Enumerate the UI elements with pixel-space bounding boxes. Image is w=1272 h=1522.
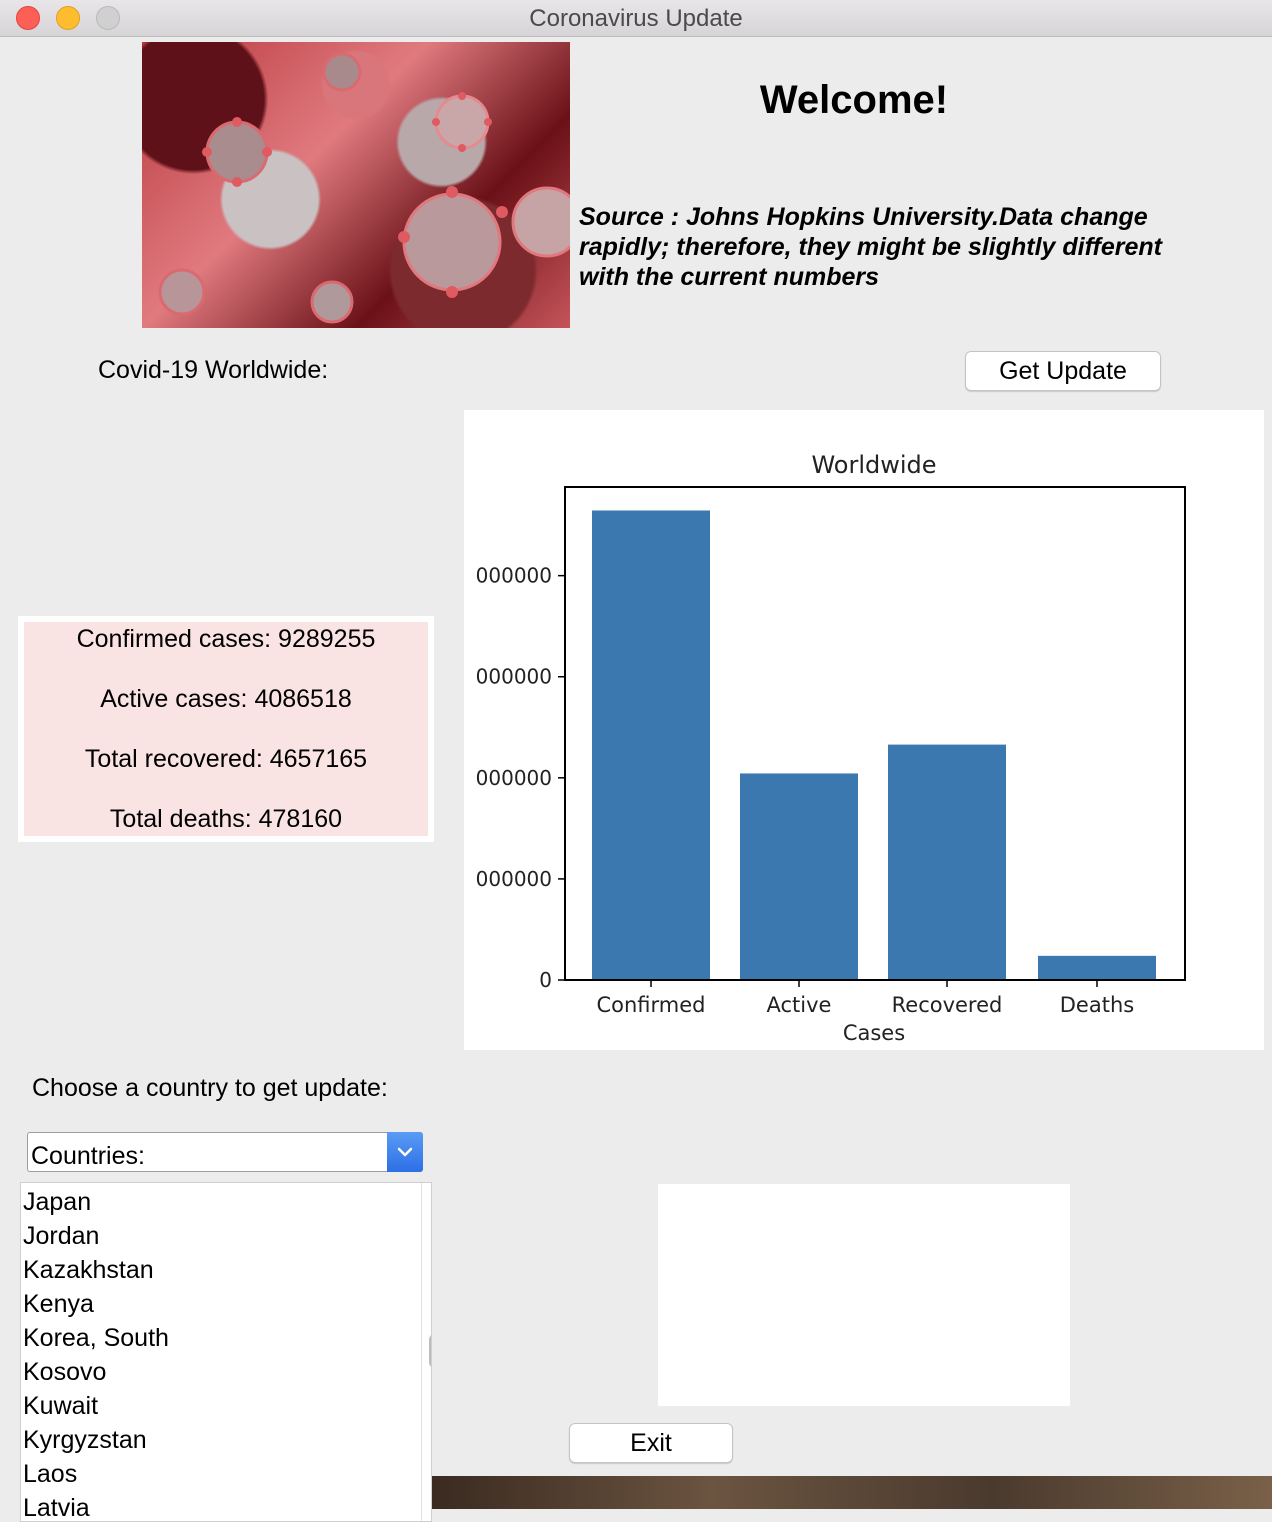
window-titlebar[interactable]: Coronavirus Update — [0, 0, 1272, 37]
y-tick-label: 000000 — [476, 766, 552, 790]
confirmed-cases: Confirmed cases: 9289255 — [76, 625, 376, 653]
minimize-window-button[interactable] — [56, 6, 80, 30]
coronavirus-image — [142, 42, 570, 328]
desktop-background — [432, 1476, 1272, 1509]
y-tick-label: 000000 — [476, 665, 552, 689]
country-select[interactable]: Countries: — [27, 1132, 423, 1172]
select-toggle[interactable] — [387, 1132, 423, 1172]
x-tick-label: Active — [767, 993, 832, 1017]
bar-confirmed — [592, 510, 710, 980]
total-deaths: Total deaths: 478160 — [109, 805, 343, 833]
x-tick-label: Recovered — [892, 993, 1003, 1017]
list-item[interactable]: Kyrgyzstan — [23, 1426, 147, 1454]
x-tick-label: Confirmed — [596, 993, 705, 1017]
country-list[interactable]: Japan Jordan Kazakhstan Kenya Korea, Sou… — [20, 1182, 432, 1522]
country-label: Choose a country to get update: — [32, 1074, 388, 1102]
x-axis-label: Cases — [843, 1021, 905, 1045]
list-item[interactable]: Korea, South — [23, 1324, 169, 1352]
list-item[interactable]: Kosovo — [23, 1358, 107, 1386]
y-tick-label: 0 — [539, 968, 552, 992]
plot-frame — [564, 486, 1186, 981]
worldwide-label: Covid-19 Worldwide: — [98, 356, 329, 384]
list-item[interactable]: Latvia — [23, 1494, 90, 1522]
list-item[interactable]: Kuwait — [23, 1392, 99, 1420]
list-scroll-track[interactable] — [421, 1183, 422, 1521]
worldwide-chart: Worldwide 0 000000 000000 000000 000000 Conf… — [464, 410, 1264, 1050]
worldwide-stats: Confirmed cases: 9289255 Active cases: 4… — [24, 622, 428, 836]
country-result-panel — [658, 1184, 1070, 1406]
source-note: Source : Johns Hopkins University.Data c… — [579, 203, 1162, 291]
close-window-button[interactable] — [16, 6, 40, 30]
x-tick-label: Deaths — [1060, 993, 1134, 1017]
welcome-heading: Welcome! — [759, 78, 949, 122]
list-item[interactable]: Japan — [23, 1188, 92, 1216]
window-title: Coronavirus Update — [529, 5, 743, 32]
bar-recovered — [888, 744, 1006, 980]
country-select-value: Countries: — [31, 1142, 145, 1170]
list-scrollbar-thumb[interactable] — [429, 1333, 431, 1369]
exit-button[interactable]: Exit — [569, 1423, 733, 1463]
list-item[interactable]: Kazakhstan — [23, 1256, 154, 1284]
chart-title: Worldwide — [811, 451, 936, 479]
total-recovered: Total recovered: 4657165 — [84, 745, 368, 773]
list-item[interactable]: Jordan — [23, 1222, 100, 1250]
list-item[interactable]: Kenya — [23, 1290, 94, 1318]
virus-illustration — [158, 52, 570, 324]
y-tick-label: 000000 — [476, 867, 552, 891]
chevron-down-icon — [397, 1147, 413, 1157]
y-tick-label: 000000 — [476, 564, 552, 588]
zoom-window-button — [96, 6, 120, 30]
active-cases: Active cases: 4086518 — [100, 685, 352, 713]
get-update-button[interactable]: Get Update — [965, 351, 1161, 391]
bar-active — [740, 773, 858, 980]
bar-deaths — [1038, 955, 1156, 980]
list-item[interactable]: Laos — [23, 1460, 78, 1488]
